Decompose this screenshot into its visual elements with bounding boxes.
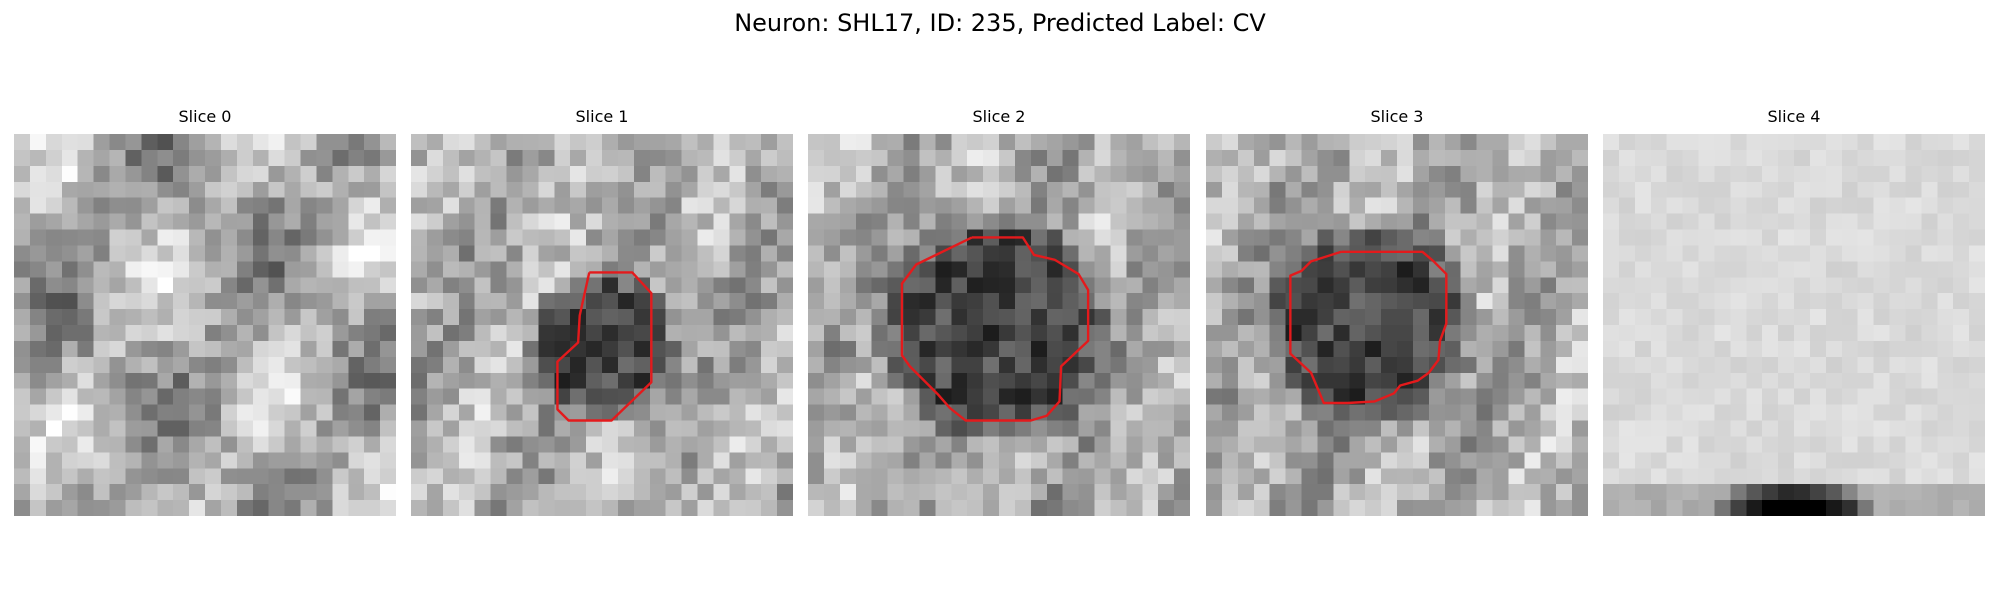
slice-panel-3: Slice 3: [1206, 106, 1588, 516]
slice-image: [14, 134, 396, 516]
slice-title: Slice 3: [1370, 107, 1424, 126]
figure-title: Neuron: SHL17, ID: 235, Predicted Label:…: [734, 9, 1266, 37]
slice-image: [411, 134, 793, 516]
slice-panel-1: Slice 1: [411, 106, 793, 516]
slice-panel-2: Slice 2: [808, 106, 1190, 516]
slice-title: Slice 2: [972, 107, 1026, 126]
slice-image: [808, 134, 1190, 516]
slice-image: [1206, 134, 1588, 516]
slice-title: Slice 4: [1767, 107, 1821, 126]
slice-image: [1603, 134, 1985, 516]
slice-title: Slice 1: [575, 107, 629, 126]
slice-panel-0: Slice 0: [14, 106, 396, 516]
slice-panel-4: Slice 4: [1603, 106, 1985, 516]
slice-title: Slice 0: [178, 107, 232, 126]
